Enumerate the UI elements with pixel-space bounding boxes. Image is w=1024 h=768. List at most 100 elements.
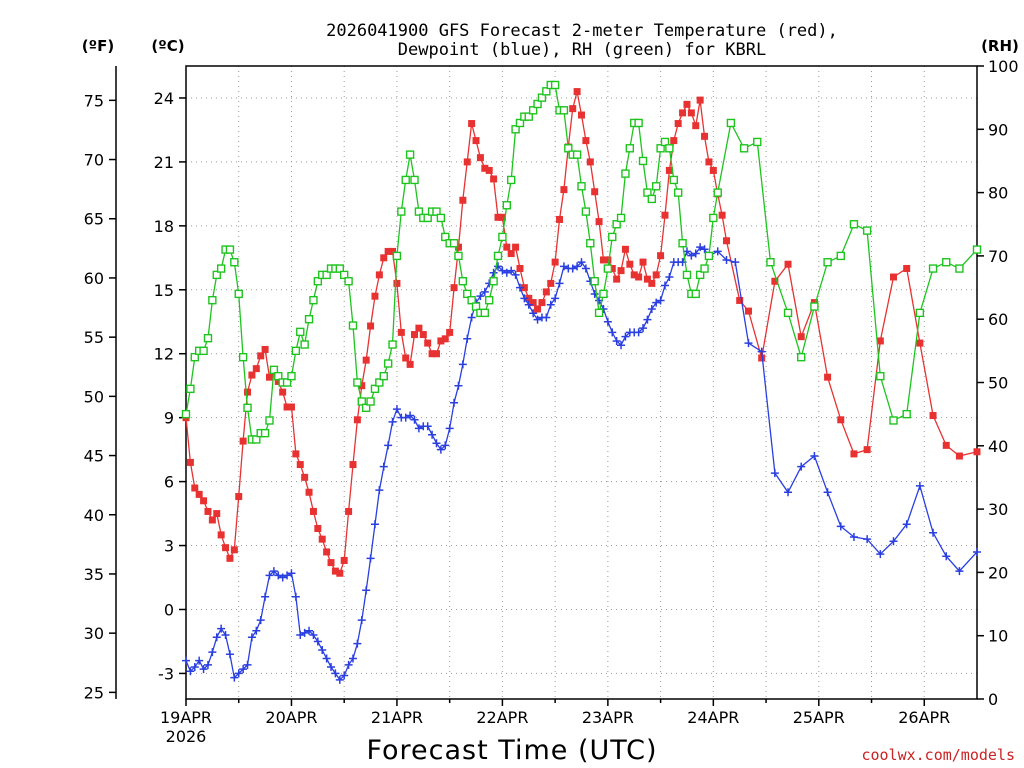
dewpoint-point [423, 422, 432, 431]
rh-point [594, 308, 604, 318]
2-meter-temperature-point [630, 271, 638, 279]
2-meter-temperature-point [525, 294, 533, 302]
2-meter-temperature-point [621, 245, 629, 253]
fahrenheit-unit-label: (ºF) [82, 37, 114, 55]
2-meter-temperature-point [411, 331, 419, 339]
2-meter-temperature-point [283, 403, 291, 411]
rh-point [423, 213, 432, 223]
rh-point [682, 270, 692, 280]
2-meter-temperature-point [309, 507, 317, 515]
2-meter-temperature-point [340, 556, 348, 564]
dewpoint-point [436, 445, 445, 454]
rh-point [849, 220, 859, 229]
dewpoint-point [559, 262, 568, 271]
rh-tick-label: 70 [988, 247, 1008, 266]
dewpoint-point [700, 245, 709, 254]
dewpoint-point [507, 266, 516, 275]
dewpoint-point [722, 255, 731, 264]
rh-point [414, 207, 424, 216]
dewpoint-point [687, 251, 696, 260]
dewpoint-point [511, 270, 520, 279]
gridlines [186, 66, 977, 699]
2-meter-temperature-point [723, 237, 731, 245]
2-meter-temperature-point [626, 260, 634, 268]
rh-point [410, 175, 419, 185]
rh-point [397, 207, 406, 216]
rh-point [322, 270, 331, 280]
dewpoint-point [463, 334, 472, 343]
rh-point [392, 251, 402, 261]
dewpoint-point [182, 656, 190, 665]
rh-point [291, 346, 301, 356]
2-meter-temperature-point [955, 452, 963, 460]
2-meter-temperature-point [384, 247, 392, 255]
dewpoint-point [770, 469, 779, 478]
dewpoint-point [388, 417, 397, 426]
celsius-tick-label: 18 [154, 217, 174, 236]
2-meter-temperature-point [200, 497, 208, 505]
rh-tick-label: 80 [988, 184, 1008, 203]
2-meter-temperature-point [560, 186, 568, 194]
rh-point [344, 277, 353, 286]
2-meter-temperature-point [397, 328, 405, 336]
2-meter-temperature-point [599, 256, 607, 264]
2-meter-temperature-point [547, 279, 555, 287]
2-meter-temperature-point [314, 524, 322, 532]
x-tick-label: 25APR [793, 708, 845, 727]
rh-point [665, 144, 674, 153]
celsius-tick-label: 6 [164, 473, 174, 492]
rh-point [726, 118, 736, 128]
rh-point [383, 359, 393, 368]
dewpoint-point [524, 300, 533, 309]
dewpoint-point [414, 424, 423, 433]
dewpoint-point [208, 648, 217, 657]
rh-point [300, 340, 309, 349]
2-meter-temperature-point [850, 450, 858, 458]
rh-point [823, 258, 832, 267]
dewpoint-point [344, 660, 353, 669]
dewpoint-point [581, 264, 590, 273]
2-meter-temperature-point [432, 350, 440, 358]
dewpoint-point [784, 488, 793, 497]
2-meter-temperature-point [265, 373, 273, 381]
dewpoint-point [551, 294, 560, 303]
fahrenheit-tick-label: 45 [84, 447, 104, 466]
2-meter-temperature-point [213, 510, 221, 518]
rh-point [489, 277, 498, 286]
2-meter-temperature-point [665, 166, 673, 174]
rh-point [915, 308, 925, 318]
2-meter-temperature-point [556, 215, 564, 223]
dewpoint-point [656, 296, 665, 305]
rh-point [252, 435, 261, 444]
dewpoint-point [331, 669, 340, 678]
dewpoint-point [441, 441, 450, 450]
rh-point [753, 137, 762, 147]
dewpoint-point [836, 522, 845, 531]
dewpoint-point [929, 528, 938, 537]
2-meter-temperature-point [459, 196, 467, 204]
dewpoint-point [234, 669, 243, 678]
rh-point [656, 144, 665, 153]
fahrenheit-tick-label: 30 [84, 624, 104, 643]
rh-point [238, 352, 248, 362]
rh-point [340, 270, 349, 280]
2-meter-temperature-point [371, 292, 379, 300]
2-meter-temperature-point [520, 284, 528, 292]
dewpoint-point [498, 266, 507, 275]
2-meter-temperature-point [617, 267, 625, 275]
rh-series [181, 80, 982, 444]
x-tick-label: 20APR [265, 708, 317, 727]
dewpoint-point [256, 616, 265, 625]
dewpoint-point [744, 339, 753, 348]
2-meter-temperature-point [402, 354, 410, 362]
rh-point [678, 239, 687, 248]
rh-point [586, 239, 595, 248]
dewpoint-point [410, 415, 419, 424]
rh-point [454, 251, 463, 261]
x-tick-label: 26APR [898, 708, 950, 727]
rh-point [550, 80, 560, 90]
dewpoint-point [428, 430, 437, 439]
rh-point [797, 352, 806, 362]
x-tick-label: 19APR [160, 708, 212, 727]
data-series [181, 80, 982, 684]
